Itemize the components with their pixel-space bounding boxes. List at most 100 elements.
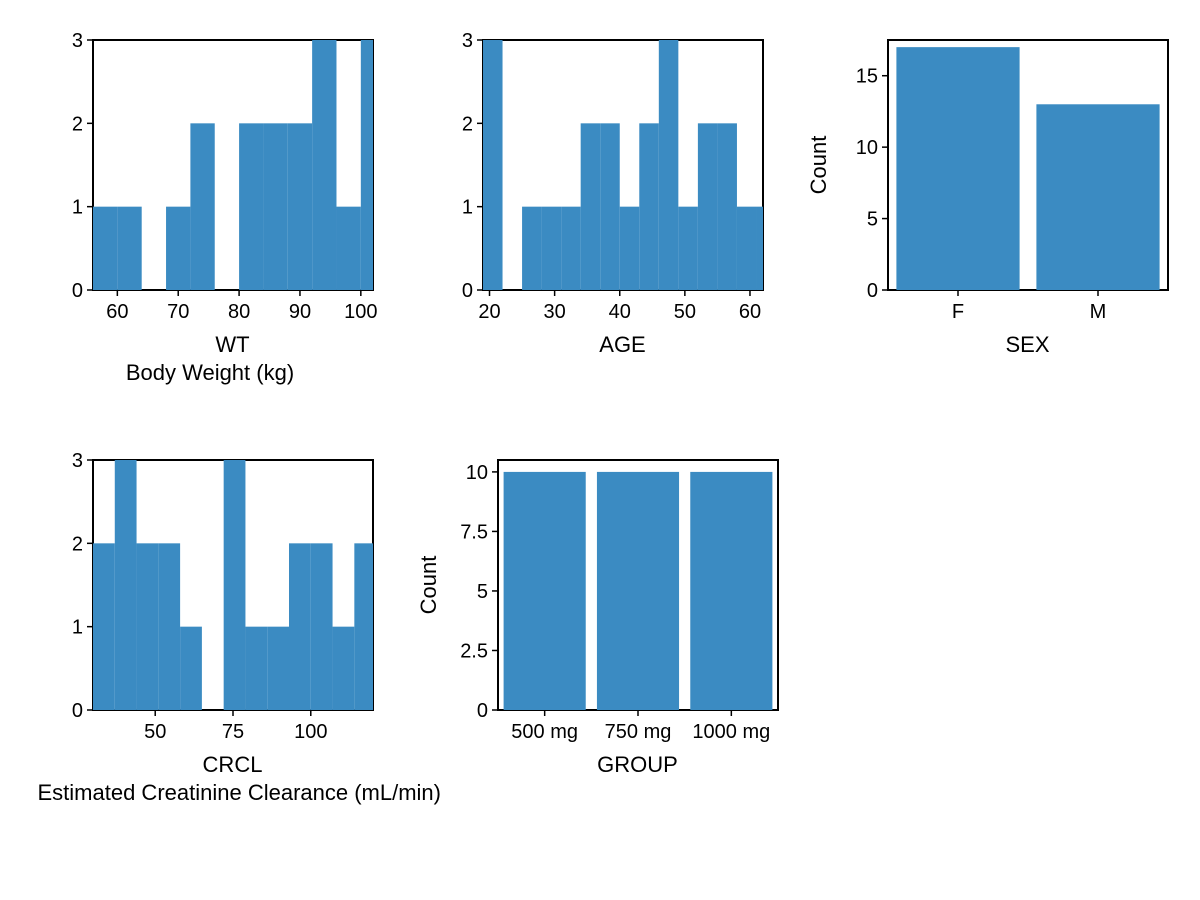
- x-axis-sublabel: Estimated Creatinine Clearance (mL/min): [38, 780, 383, 806]
- hist-bar: [180, 627, 202, 710]
- hist-bar: [239, 123, 263, 290]
- hist-bar: [360, 40, 372, 290]
- x-axis-label: WT: [38, 332, 383, 358]
- category-bar: [896, 47, 1019, 290]
- ytick-label: 15: [855, 66, 877, 88]
- hist-bar: [600, 123, 620, 290]
- panel-wt: 0 1 2 3 60 70 80 90 100 WTBody Weight (kg): [20, 30, 400, 430]
- panel-group: 0 2.5 5 7.5 10 Count 500 mg 750 mg 1000 mg GROUP: [410, 450, 790, 850]
- ytick-label: 10: [465, 462, 487, 484]
- hist-bar: [136, 543, 158, 710]
- ytick-label: 2: [71, 533, 82, 555]
- hist-bar: [658, 40, 678, 290]
- hist-bar: [287, 123, 311, 290]
- panel-sex: 0 5 10 15 Count F M SEX: [800, 30, 1180, 430]
- xtick-label: 75: [221, 721, 243, 743]
- ytick-label: 0: [866, 280, 877, 302]
- hist-bar: [580, 123, 600, 290]
- hist-bar: [93, 543, 115, 710]
- xtick-label: 80: [227, 301, 249, 323]
- xtick-label: 500 mg: [511, 721, 578, 743]
- xtick-label: 70: [167, 301, 189, 323]
- ytick-label: 1: [461, 197, 472, 219]
- category-bar: [503, 472, 585, 710]
- ytick-label: 0: [71, 700, 82, 722]
- hist-bar: [245, 627, 267, 710]
- panel-age: 0 1 2 3 20 30 40 50 60 AGE: [410, 30, 790, 430]
- xtick-label: 1000 mg: [692, 721, 770, 743]
- hist-bar: [756, 207, 763, 290]
- ytick-label: 5: [866, 209, 877, 231]
- hist-bar: [522, 207, 542, 290]
- ytick-label: 3: [461, 30, 472, 52]
- y-axis-label: Count: [416, 556, 441, 615]
- hist-bar: [93, 207, 117, 290]
- xtick-label: 50: [144, 721, 166, 743]
- hist-bar: [541, 207, 561, 290]
- ytick-label: 3: [71, 450, 82, 472]
- hist-bar: [354, 543, 373, 710]
- x-axis-sublabel: Body Weight (kg): [38, 360, 383, 386]
- xtick-label: 20: [478, 301, 500, 323]
- hist-bar: [736, 207, 756, 290]
- xtick-label: 60: [106, 301, 128, 323]
- xtick-label: 40: [608, 301, 630, 323]
- hist-bar: [336, 207, 360, 290]
- xtick-label: 90: [288, 301, 310, 323]
- x-axis-label: CRCL: [38, 752, 383, 778]
- chart-age: 0 1 2 3 20 30 40 50 60: [428, 30, 773, 326]
- ytick-label: 2: [71, 113, 82, 135]
- ytick-label: 0: [71, 280, 82, 302]
- panel-empty: [800, 450, 1180, 850]
- xtick-label: 60: [738, 301, 760, 323]
- ytick-label: 1: [71, 197, 82, 219]
- hist-bar: [697, 123, 717, 290]
- chart-grid: 012360708090100WTBody Weight (kg) 012320…: [0, 0, 1200, 880]
- xtick-label: 100: [294, 721, 327, 743]
- ytick-label: 0: [476, 700, 487, 722]
- hist-bar: [190, 123, 214, 290]
- ytick-label: 3: [71, 30, 82, 52]
- xtick-label: 50: [673, 301, 695, 323]
- hist-bar: [561, 207, 581, 290]
- panel-crcl: 0 1 2 3 50 75 100 CRCLEstimated Creatinine Clea…: [20, 450, 400, 850]
- xtick-label: 100: [344, 301, 377, 323]
- x-axis-label: GROUP: [413, 752, 788, 778]
- hist-bar: [263, 123, 287, 290]
- x-axis-label: SEX: [803, 332, 1178, 358]
- xtick-label: 750 mg: [604, 721, 671, 743]
- y-axis-label: Count: [806, 136, 831, 195]
- hist-bar: [166, 207, 190, 290]
- hist-bar: [312, 40, 336, 290]
- hist-bar: [114, 460, 136, 710]
- chart-sex: 0 5 10 15 Count F M: [803, 30, 1178, 326]
- category-bar: [1036, 104, 1159, 290]
- hist-bar: [223, 460, 245, 710]
- hist-bar: [678, 207, 698, 290]
- chart-crcl: 0 1 2 3 50 75 100: [38, 450, 383, 746]
- hist-bar: [332, 627, 354, 710]
- hist-bar: [310, 543, 332, 710]
- hist-bar: [117, 207, 141, 290]
- xtick-label: 30: [543, 301, 565, 323]
- ytick-label: 2: [461, 113, 472, 135]
- ytick-label: 2.5: [460, 640, 488, 662]
- ytick-label: 10: [855, 137, 877, 159]
- ytick-label: 0: [461, 280, 472, 302]
- hist-bar: [267, 627, 289, 710]
- hist-bar: [483, 40, 503, 290]
- ytick-label: 5: [476, 581, 487, 603]
- xtick-label: M: [1089, 301, 1106, 323]
- x-axis-label: AGE: [428, 332, 773, 358]
- xtick-label: F: [951, 301, 963, 323]
- hist-bar: [158, 543, 180, 710]
- chart-group: 0 2.5 5 7.5 10 Count 500 mg 750 mg 1000 mg: [413, 450, 788, 746]
- category-bar: [690, 472, 772, 710]
- ytick-label: 1: [71, 617, 82, 639]
- hist-bar: [619, 207, 639, 290]
- chart-wt: 0 1 2 3 60 70 80 90 100: [38, 30, 383, 326]
- hist-bar: [717, 123, 737, 290]
- hist-bar: [639, 123, 659, 290]
- hist-bar: [289, 543, 311, 710]
- ytick-label: 7.5: [460, 521, 488, 543]
